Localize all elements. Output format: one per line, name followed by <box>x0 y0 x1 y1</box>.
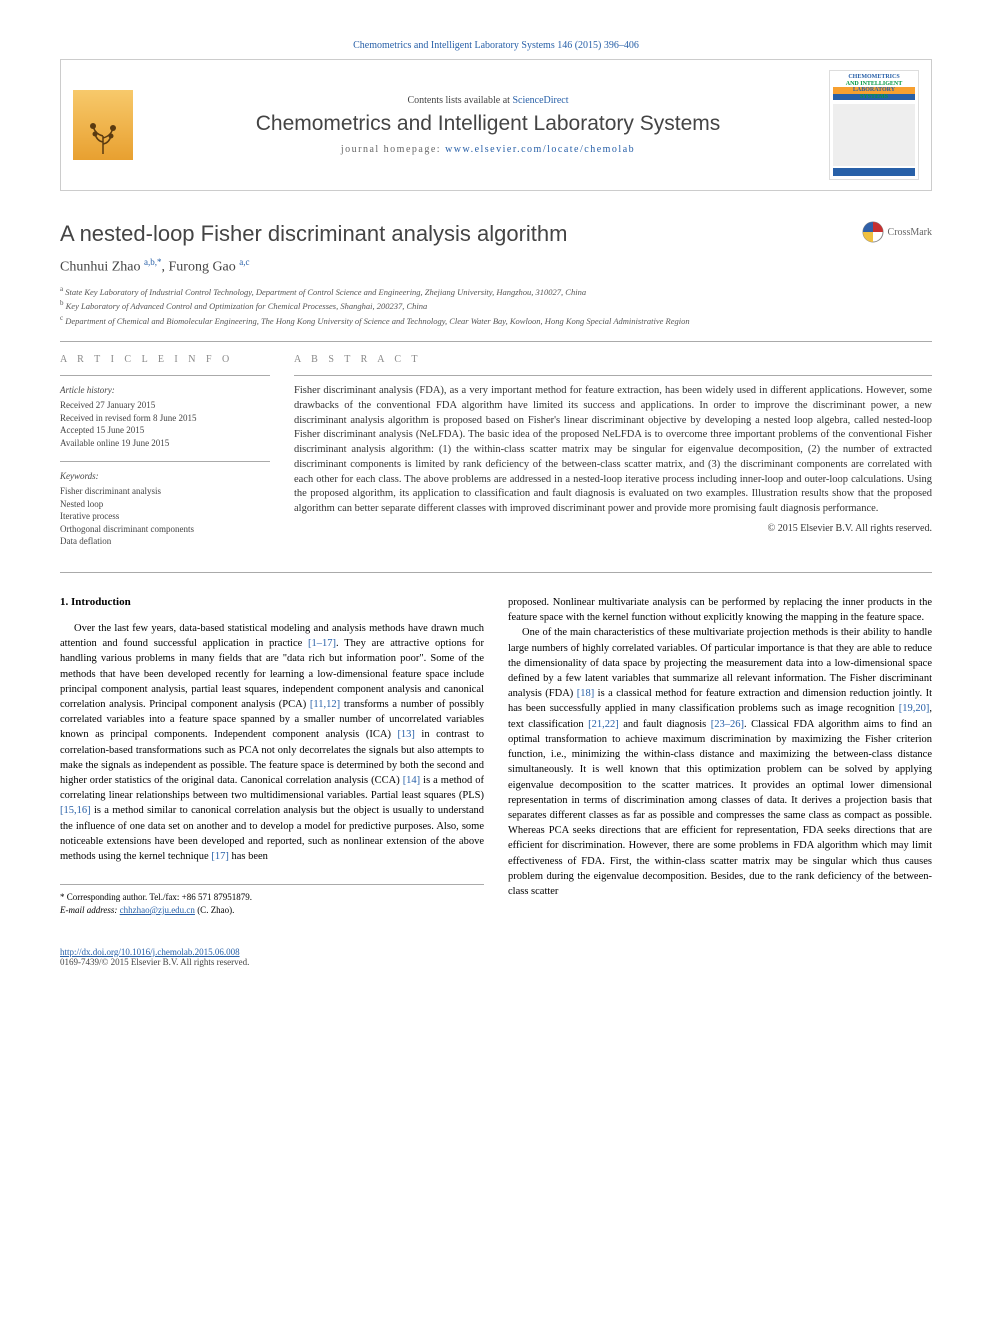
author-1-affil: a,b,* <box>144 257 162 267</box>
cite-1-17[interactable]: [1–17] <box>308 638 336 649</box>
corr-email-link[interactable]: chhzhao@zju.edu.cn <box>120 905 195 915</box>
cite-23-26[interactable]: [23–26] <box>711 719 744 730</box>
keywords-label: Keywords: <box>60 470 270 483</box>
contents-prefix: Contents lists available at <box>407 95 512 106</box>
cite-14[interactable]: [14] <box>403 775 421 786</box>
author-1: Chunhui Zhao <box>60 260 144 275</box>
affiliations-block: a State Key Laboratory of Industrial Con… <box>60 284 932 328</box>
cite-21-22[interactable]: [21,22] <box>588 719 619 730</box>
article-info-sidebar: a r t i c l e i n f o Article history: R… <box>60 354 270 560</box>
crossmark-badge[interactable]: CrossMark <box>862 221 932 243</box>
rule-abstract <box>294 375 932 376</box>
journal-masthead: Contents lists available at ScienceDirec… <box>60 59 932 191</box>
abstract-text: Fisher discriminant analysis (FDA), as a… <box>294 384 932 516</box>
rule-info-1 <box>60 375 270 376</box>
author-list: Chunhui Zhao a,b,*, Furong Gao a,c <box>60 257 932 276</box>
affiliation-b: Key Laboratory of Advanced Control and O… <box>66 301 428 311</box>
author-2-affil: a,c <box>239 257 249 267</box>
section-1-heading: 1. Introduction <box>60 595 484 611</box>
issn-copyright: 0169-7439/© 2015 Elsevier B.V. All right… <box>60 957 932 967</box>
history-label: Article history: <box>60 384 270 397</box>
cover-line2: AND INTELLIGENT <box>833 81 915 88</box>
email-label: E-mail address: <box>60 905 120 915</box>
cite-13[interactable]: [13] <box>397 729 415 740</box>
citation-header: Chemometrics and Intelligent Laboratory … <box>60 40 932 51</box>
cite-17[interactable]: [17] <box>211 851 229 862</box>
sciencedirect-link[interactable]: ScienceDirect <box>512 95 568 106</box>
history-online: Available online 19 June 2015 <box>60 437 270 450</box>
doi-link[interactable]: http://dx.doi.org/10.1016/j.chemolab.201… <box>60 947 240 957</box>
cite-11-12[interactable]: [11,12] <box>310 699 340 710</box>
article-info-heading: a r t i c l e i n f o <box>60 354 270 365</box>
history-received: Received 27 January 2015 <box>60 399 270 412</box>
crossmark-label: CrossMark <box>888 227 932 238</box>
journal-homepage-link[interactable]: www.elsevier.com/locate/chemolab <box>445 144 635 155</box>
intro-paragraph-1: Over the last few years, data-based stat… <box>60 621 484 865</box>
keyword-1: Fisher discriminant analysis <box>60 485 270 498</box>
rule-info-2 <box>60 461 270 462</box>
email-suffix: (C. Zhao). <box>195 905 235 915</box>
elsevier-tree-icon <box>83 116 123 156</box>
keyword-3: Iterative process <box>60 510 270 523</box>
abstract-copyright: © 2015 Elsevier B.V. All rights reserved… <box>294 523 932 534</box>
cover-line3: LABORATORY <box>833 87 915 94</box>
corresponding-author-footnote: * Corresponding author. Tel./fax: +86 57… <box>60 884 484 916</box>
article-title: A nested-loop Fisher discriminant analys… <box>60 221 567 247</box>
cover-line1: CHEMOMETRICS <box>833 74 915 81</box>
journal-homepage-line: journal homepage: www.elsevier.com/locat… <box>147 144 829 155</box>
affiliation-c: Department of Chemical and Biomolecular … <box>65 316 689 326</box>
history-accepted: Accepted 15 June 2015 <box>60 424 270 437</box>
intro-paragraph-1-cont: proposed. Nonlinear multivariate analysi… <box>508 595 932 625</box>
corr-author-line: * Corresponding author. Tel./fax: +86 57… <box>60 891 484 904</box>
author-2: Furong Gao <box>169 260 240 275</box>
contents-available: Contents lists available at ScienceDirec… <box>147 95 829 106</box>
history-revised: Received in revised form 8 June 2015 <box>60 412 270 425</box>
elsevier-logo <box>73 90 133 160</box>
intro-paragraph-2: One of the main characteristics of these… <box>508 625 932 899</box>
author-sep: , <box>162 260 169 275</box>
cite-18[interactable]: [18] <box>577 688 595 699</box>
abstract-heading: a b s t r a c t <box>294 354 932 365</box>
journal-name: Chemometrics and Intelligent Laboratory … <box>147 112 829 136</box>
cite-19-20[interactable]: [19,20] <box>899 703 930 714</box>
keyword-5: Data deflation <box>60 535 270 548</box>
affiliation-a: State Key Laboratory of Industrial Contr… <box>65 286 586 296</box>
rule-bottom <box>60 572 932 573</box>
cite-15-16[interactable]: [15,16] <box>60 805 91 816</box>
keyword-4: Orthogonal discriminant components <box>60 523 270 536</box>
column-right: proposed. Nonlinear multivariate analysi… <box>508 595 932 917</box>
keyword-2: Nested loop <box>60 498 270 511</box>
column-left: 1. Introduction Over the last few years,… <box>60 595 484 917</box>
cover-line4: SYSTEMS <box>833 94 915 101</box>
crossmark-icon <box>862 221 884 243</box>
abstract-block: a b s t r a c t Fisher discriminant anal… <box>294 354 932 560</box>
journal-cover-thumbnail: CHEMOMETRICS AND INTELLIGENT LABORATORY … <box>829 70 919 180</box>
body-two-column: 1. Introduction Over the last few years,… <box>60 595 932 917</box>
homepage-prefix: journal homepage: <box>341 144 445 155</box>
page-footer: http://dx.doi.org/10.1016/j.chemolab.201… <box>60 947 932 967</box>
